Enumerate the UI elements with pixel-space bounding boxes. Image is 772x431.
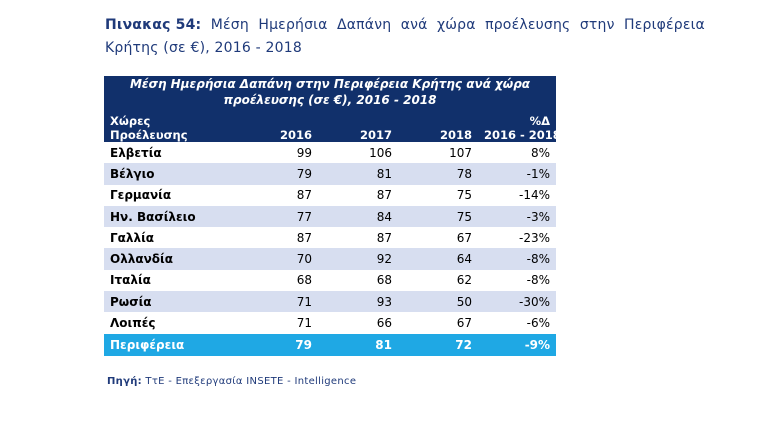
value-cell-v2016: 79: [238, 163, 318, 185]
value-cell-v2017: 81: [318, 163, 398, 185]
country-cell: Ολλανδία: [104, 248, 238, 270]
table-caption: Πινακας 54: Μέση Ημερήσια Δαπάνη ανά χώρα προ…: [105, 14, 705, 60]
total-value-v2017: 81: [318, 333, 398, 356]
value-cell-v2017: 93: [318, 291, 398, 313]
value-cell-change: -23%: [478, 227, 557, 249]
value-cell-v2017: 87: [318, 227, 398, 249]
table-title: Μέση Ημερήσια Δαπάνη στην Περιφέρεια Κρή…: [104, 76, 557, 108]
value-cell-v2018: 107: [398, 142, 478, 164]
country-cell: Ελβετία: [104, 142, 238, 164]
country-cell: Ην. Βασίλειο: [104, 205, 238, 228]
table-row: Ολλανδία 70 92 64 -8%: [104, 248, 557, 270]
caption-word: Δαπάνη: [336, 17, 392, 33]
value-cell-v2016: 99: [238, 142, 318, 164]
total-value-change: -9%: [478, 333, 557, 356]
value-cell-v2017: 84: [318, 205, 398, 228]
caption-word: χώρα: [436, 17, 476, 33]
total-row: Περιφέρεια 79 81 72 -9%: [104, 333, 557, 356]
table-row: Ελβετία 99 106 107 8%: [104, 142, 557, 164]
table-header-row: Χώρες Προέλευσης 2016 2017 2018 %Δ 2016 …: [104, 108, 561, 142]
caption-line-1: Πινακας 54: Μέση Ημερήσια Δαπάνη ανά χώρα προ…: [105, 14, 705, 37]
header-2018: 2018: [398, 108, 478, 142]
country-cell: Γαλλία: [104, 227, 238, 249]
header-change: %Δ 2016 - 2018: [478, 108, 561, 142]
value-cell-v2018: 78: [398, 163, 478, 185]
caption-word: Περιφέρεια: [624, 17, 705, 33]
value-cell-v2016: 87: [238, 227, 318, 249]
value-cell-v2017: 66: [318, 312, 398, 334]
source-note: Πηγή: ΤτΕ - Επεξεργασία INSETE - Intelli…: [107, 376, 356, 387]
table-row: Ιταλία 68 68 62 -8%: [104, 269, 557, 292]
value-cell-v2018: 67: [398, 227, 478, 249]
value-cell-v2016: 71: [238, 291, 318, 313]
caption-word: Ημερήσια: [258, 17, 328, 33]
header-2016: 2016: [238, 108, 318, 142]
country-cell: Βέλγιο: [104, 163, 238, 185]
value-cell-v2016: 68: [238, 269, 318, 292]
value-cell-change: -3%: [478, 205, 557, 228]
value-cell-v2016: 70: [238, 248, 318, 270]
caption-word: ανά: [400, 17, 428, 33]
value-cell-v2018: 62: [398, 269, 478, 292]
source-text: ΤτΕ - Επεξεργασία INSETE - Intelligence: [145, 376, 357, 387]
value-cell-v2017: 87: [318, 184, 398, 206]
total-value-v2018: 72: [398, 333, 478, 356]
value-cell-change: 8%: [478, 142, 557, 164]
value-cell-v2017: 92: [318, 248, 398, 270]
country-cell: Γερμανία: [104, 184, 238, 206]
header-change-line-2: 2016 - 2018: [484, 128, 561, 142]
source-label: Πηγή:: [107, 376, 142, 387]
value-cell-change: -6%: [478, 312, 557, 334]
value-cell-v2016: 87: [238, 184, 318, 206]
header-country-line-2: Προέλευσης: [110, 128, 188, 142]
value-cell-v2018: 50: [398, 291, 478, 313]
value-cell-v2018: 75: [398, 184, 478, 206]
value-cell-change: -8%: [478, 269, 557, 292]
table-row: Γαλλία 87 87 67 -23%: [104, 227, 557, 249]
table-row: Ρωσία 71 93 50 -30%: [104, 291, 557, 313]
total-value-v2016: 79: [238, 333, 318, 356]
value-cell-change: -1%: [478, 163, 557, 185]
value-cell-change: -14%: [478, 184, 557, 206]
value-cell-v2018: 64: [398, 248, 478, 270]
country-cell: Ιταλία: [104, 269, 238, 292]
value-cell-change: -30%: [478, 291, 557, 313]
header-country-line-1: Χώρες: [110, 114, 151, 128]
value-cell-v2018: 75: [398, 205, 478, 228]
caption-label: Πινακας 54:: [105, 17, 202, 33]
value-cell-v2017: 68: [318, 269, 398, 292]
header-country: Χώρες Προέλευσης: [104, 108, 238, 142]
table-row: Λοιπές 71 66 67 -6%: [104, 312, 557, 334]
value-cell-v2018: 67: [398, 312, 478, 334]
caption-word: Μέση: [210, 17, 249, 33]
value-cell-v2016: 71: [238, 312, 318, 334]
total-label: Περιφέρεια: [104, 333, 238, 356]
country-cell: Λοιπές: [104, 312, 238, 334]
caption-word: στην: [579, 17, 615, 33]
caption-word: προέλευσης: [485, 17, 571, 33]
header-change-line-1: %Δ: [529, 114, 551, 128]
table-row: Γερμανία 87 87 75 -14%: [104, 184, 557, 206]
country-cell: Ρωσία: [104, 291, 238, 313]
table-row: Ην. Βασίλειο 77 84 75 -3%: [104, 205, 557, 228]
value-cell-change: -8%: [478, 248, 557, 270]
table-title-row: Μέση Ημερήσια Δαπάνη στην Περιφέρεια Κρή…: [104, 76, 557, 108]
value-cell-v2016: 77: [238, 205, 318, 228]
value-cell-v2017: 106: [318, 142, 398, 164]
table-title-line-1: Μέση Ημερήσια Δαπάνη στην Περιφέρεια Κρή…: [129, 77, 531, 91]
table-title-line-2: προέλευσης (σε €), 2016 - 2018: [223, 93, 437, 107]
caption-line-2: Κρήτης (σε €), 2016 - 2018: [105, 40, 302, 56]
table-row: Βέλγιο 79 81 78 -1%: [104, 163, 557, 185]
expenditure-table: Μέση Ημερήσια Δαπάνη στην Περιφέρεια Κρή…: [104, 76, 561, 356]
header-2017: 2017: [318, 108, 398, 142]
